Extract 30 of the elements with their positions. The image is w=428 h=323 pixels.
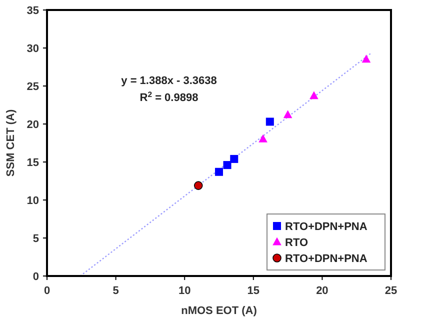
point	[283, 110, 292, 118]
annotation: y = 1.388x - 3.3638	[121, 75, 217, 87]
point	[266, 118, 274, 126]
y-tick-label: 15	[26, 157, 39, 169]
y-tick-label: 30	[26, 43, 39, 55]
point	[230, 154, 238, 163]
point	[194, 181, 203, 190]
x-axis-title: nMOS EOT (A)	[181, 305, 258, 317]
point	[223, 161, 232, 170]
y-tick-label: 20	[26, 119, 39, 131]
x-tick-label: 5	[112, 285, 119, 297]
x-tick-label: 0	[44, 285, 50, 297]
y-tick-label: 10	[26, 195, 39, 207]
y-tick-label: 5	[32, 233, 39, 245]
legend-label: RTO+DPN+PNA	[285, 253, 368, 265]
x-tick-label: 20	[316, 285, 328, 297]
y-tick-label: 35	[26, 5, 39, 17]
y-tick-label: 25	[26, 81, 39, 93]
x-tick-label: 10	[178, 285, 191, 297]
point	[215, 168, 223, 176]
point	[362, 54, 371, 63]
point	[258, 134, 268, 142]
annotation: R$^{2}$ = 0.9898	[140, 90, 198, 104]
x-tick-label: 15	[247, 285, 260, 297]
legend-label: RTO+DPN+PNA	[285, 221, 368, 233]
point	[310, 91, 318, 100]
legend-label: RTO	[285, 237, 308, 249]
x-tick-label: 25	[384, 285, 398, 297]
y-axis-title: SSM CET (A)	[5, 109, 17, 177]
y-tick-label: 0	[32, 271, 39, 283]
